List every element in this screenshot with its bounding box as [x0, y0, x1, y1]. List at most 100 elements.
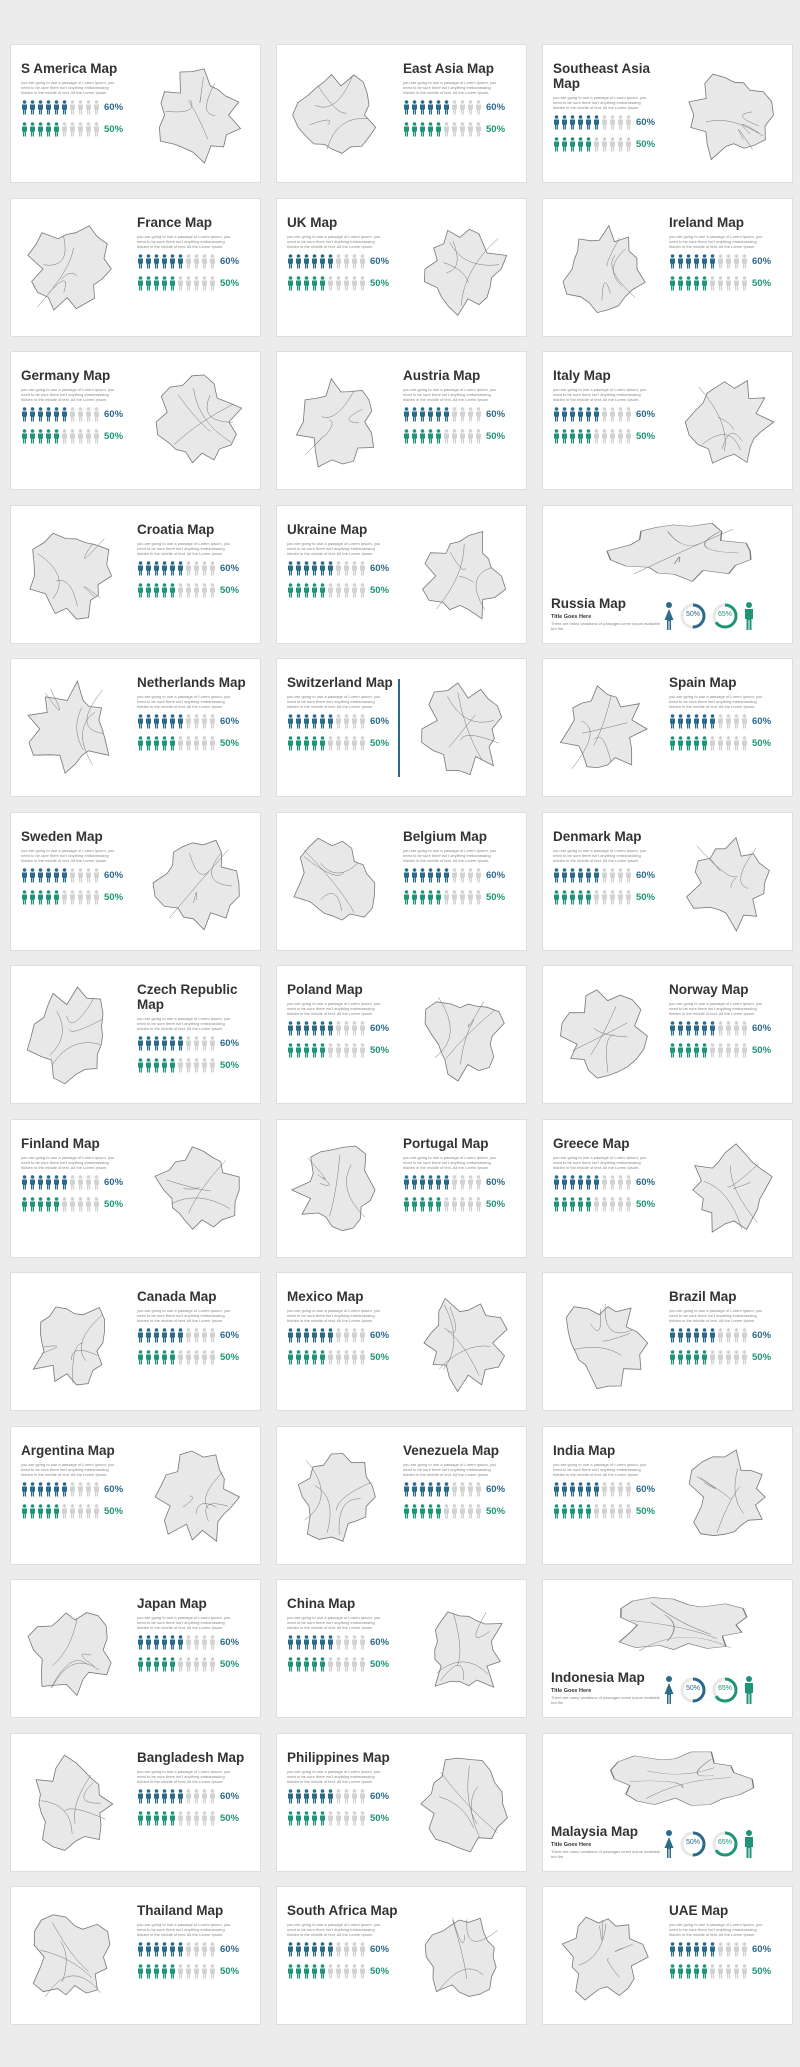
- slide-card-croatia-map[interactable]: Croatia Map you are going to use a passag…: [10, 504, 261, 644]
- person-icon-row: [403, 122, 482, 137]
- person-icon: [210, 1964, 215, 1979]
- person-icon: [170, 1328, 175, 1343]
- slide-card-spain-map[interactable]: Spain Map you are going to use a passage …: [542, 658, 793, 797]
- person-icon: [460, 122, 465, 137]
- slide-card-uk-map[interactable]: UK Map you are going to use a passage of …: [276, 197, 527, 337]
- person-icon: [78, 1503, 83, 1518]
- slide-card-germany-map[interactable]: Germany Map you are going to use a passag…: [10, 351, 261, 490]
- person-icon: [62, 1503, 67, 1518]
- person-icon: [336, 253, 341, 268]
- person-icon: [202, 736, 207, 751]
- slide-card-uae-map[interactable]: UAE Map you are going to use a passage of…: [542, 1886, 793, 2025]
- person-icon: [162, 1942, 167, 1957]
- slide-card-denmark-map[interactable]: Denmark Map you are going to use a passag…: [542, 811, 793, 951]
- subtitle: Title Goes Here: [551, 1841, 592, 1848]
- person-icon-row: [21, 100, 100, 115]
- person-icon: [30, 1481, 35, 1496]
- person-icon: [186, 560, 191, 575]
- person-icon: [412, 1174, 417, 1189]
- slide-card-switzerland-map[interactable]: Switzerland Map you are going to use a pa…: [276, 658, 527, 797]
- body-text: you are going to use a passage of Lorem …: [137, 1308, 231, 1323]
- person-icon: [460, 867, 465, 882]
- person-icon: [610, 1503, 615, 1518]
- slide-card-s-america-map[interactable]: S America Map you are going to use a pass…: [10, 44, 261, 183]
- slide-card-austria-map[interactable]: Austria Map you are going to use a passag…: [276, 351, 527, 490]
- person-icon: [412, 100, 417, 115]
- person-icon: [70, 889, 75, 904]
- person-icon: [194, 1635, 199, 1650]
- person-icon: [710, 736, 715, 751]
- slide-card-mexico-map[interactable]: Mexico Map you are going to use a passage…: [276, 1272, 527, 1411]
- person-icon: [312, 275, 317, 290]
- person-icon: [352, 1350, 357, 1365]
- person-icon: [678, 736, 683, 751]
- person-icon: [162, 1657, 167, 1672]
- slide-card-south-africa-map[interactable]: South Africa Map you are going to use a p…: [276, 1886, 527, 2025]
- slide-card-norway-map[interactable]: Norway Map you are going to use a passage…: [542, 965, 793, 1104]
- slide-card-russia-map[interactable]: Russia Map Title Goes Here There are many …: [542, 504, 793, 644]
- slide-card-thailand-map[interactable]: Thailand Map you are going to use a passa…: [10, 1886, 261, 2025]
- slide-card-sweden-map[interactable]: Sweden Map you are going to use a passage…: [10, 811, 261, 951]
- stat-row-2: 50%: [137, 1810, 255, 1826]
- stat-row-2: 50%: [403, 122, 521, 137]
- person-icon: [202, 1964, 207, 1979]
- slide-card-netherlands-map[interactable]: Netherlands Map you are going to use a pa…: [10, 658, 261, 797]
- person-icon: [54, 889, 59, 904]
- slide-card-belgium-map[interactable]: Belgium Map you are going to use a passag…: [276, 811, 527, 951]
- percent-value: 60%: [220, 562, 240, 574]
- person-icon-row: [553, 429, 632, 444]
- slide-card-india-map[interactable]: India Map you are going to use a passage …: [542, 1425, 793, 1565]
- text-block: Croatia Map you are going to use a passag…: [137, 522, 255, 605]
- stat-row-1: 60%: [403, 1481, 521, 1497]
- slide-card-southeast-asia-map[interactable]: Southeast Asia Map you are going to use a…: [542, 44, 793, 183]
- slide-card-finland-map[interactable]: Finland Map you are going to use a passag…: [10, 1118, 261, 1258]
- slide-card-poland-map[interactable]: Poland Map you are going to use a passage…: [276, 965, 527, 1104]
- body-text: you are going to use a passage of Lorem …: [21, 1154, 115, 1170]
- slide-card-china-map[interactable]: China Map you are going to use a passage …: [276, 1579, 527, 1718]
- person-icon: [404, 867, 409, 882]
- person-icon: [138, 1810, 143, 1825]
- person-icon: [726, 1328, 731, 1343]
- card-title: Canada Map: [137, 1289, 217, 1304]
- slide-card-ukraine-map[interactable]: Ukraine Map you are going to use a passag…: [276, 504, 527, 644]
- person-icon: [296, 1810, 301, 1825]
- slide-card-portugal-map[interactable]: Portugal Map you are going to use a passa…: [276, 1118, 527, 1258]
- person-icon: [178, 1058, 183, 1073]
- card-title: UK Map: [287, 214, 338, 230]
- slide-card-bangladesh-map[interactable]: Bangladesh Map you are going to use a pas…: [10, 1732, 261, 1872]
- slide-card-ireland-map[interactable]: Ireland Map you are going to use a passag…: [542, 197, 793, 337]
- slide-card-japan-map[interactable]: Japan Map you are going to use a passage …: [10, 1579, 261, 1718]
- slide-card-philippines-map[interactable]: Philippines Map you are going to use a pa…: [276, 1732, 527, 1872]
- slide-card-czech-republic-map[interactable]: Czech Republic Map you are going to use a…: [10, 965, 261, 1104]
- stat-row-2: 50%: [287, 1043, 405, 1058]
- person-icon: [344, 275, 349, 290]
- person-icon: [154, 1350, 159, 1365]
- person-icon: [30, 889, 35, 904]
- slide-card-greece-map[interactable]: Greece Map you are going to use a passage…: [542, 1118, 793, 1258]
- slide-card-france-map[interactable]: France Map you are going to use a passage…: [10, 197, 261, 337]
- person-icon: [304, 714, 309, 729]
- stats-panel: Indonesia Map Title Goes Here There are ma…: [551, 1670, 787, 1705]
- person-icon: [38, 889, 43, 904]
- percent-value: 50%: [752, 277, 772, 289]
- person-icon: [610, 429, 615, 444]
- slide-card-canada-map[interactable]: Canada Map you are going to use a passage…: [10, 1272, 261, 1411]
- person-icon: [320, 1635, 325, 1650]
- slide-card-east-asia-map[interactable]: East Asia Map you are going to use a pass…: [276, 44, 527, 183]
- slide-card-italy-map[interactable]: Italy Map you are going to use a passage …: [542, 351, 793, 490]
- person-icon: [726, 1043, 731, 1058]
- text-block: Canada Map you are going to use a passage…: [137, 1289, 255, 1372]
- person-icon: [694, 1964, 699, 1979]
- slide-card-venezuela-map[interactable]: Venezuela Map you are going to use a pass…: [276, 1425, 527, 1565]
- slide-card-malaysia-map[interactable]: Malaysia Map Title Goes Here There are man…: [542, 1732, 793, 1872]
- person-icon-row: [403, 889, 482, 905]
- card-title: Mexico Map: [287, 1289, 364, 1304]
- percent-value: 50%: [220, 277, 240, 289]
- person-icon: [570, 407, 575, 422]
- slide-card-indonesia-map[interactable]: Indonesia Map Title Goes Here There are ma…: [542, 1579, 793, 1718]
- country-map: [410, 516, 518, 636]
- person-icon: [154, 1942, 159, 1957]
- person-icon: [162, 1058, 167, 1073]
- slide-card-brazil-map[interactable]: Brazil Map you are going to use a passage…: [542, 1272, 793, 1411]
- slide-card-argentina-map[interactable]: Argentina Map you are going to use a pass…: [10, 1425, 261, 1565]
